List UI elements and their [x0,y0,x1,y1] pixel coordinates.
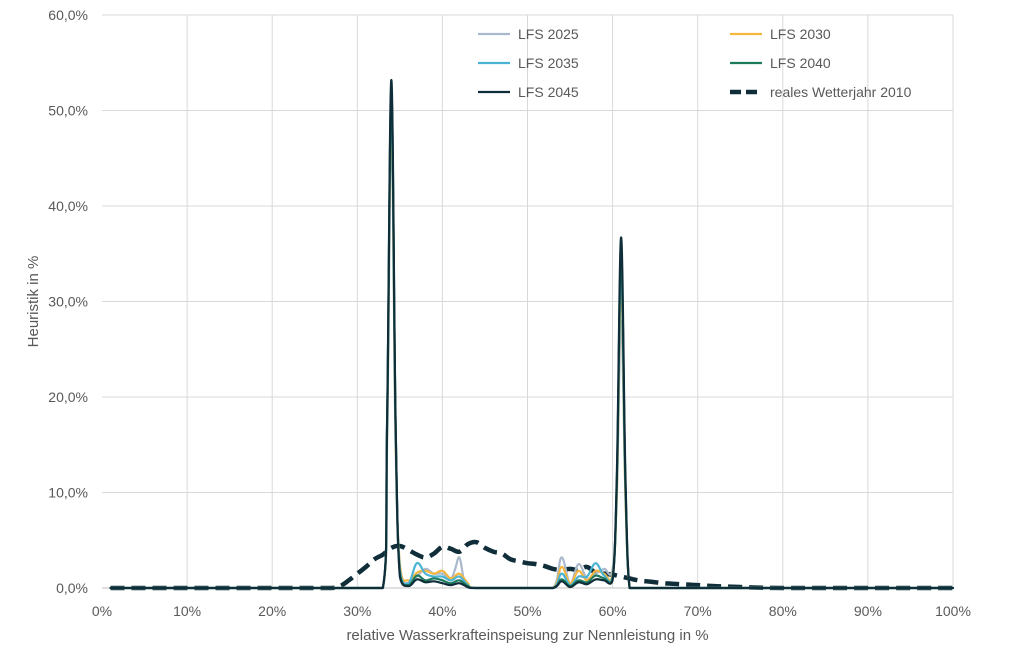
x-tick-label: 10% [173,603,201,619]
tick-labels: 0% 10% 20% 30% 40% 50% 60% 70% 80% 90% 100% 0,0% 10,… [48,7,971,619]
x-tick-label: 80% [769,603,797,619]
x-tick-label: 60% [599,603,627,619]
legend: LFS 2025 LFS 2030 LFS 2035 LFS 2040 LFS 2045… [478,26,912,100]
y-axis-title: Heuristik in % [25,256,42,348]
x-axis-title: relative Wasserkrafteinspeisung zur Nenn… [346,627,708,644]
legend-label-lfs-2045: LFS 2045 [518,84,579,100]
series-line-lfs-2035 [109,99,955,590]
series-line-lfs-2030 [109,109,955,590]
y-tick-label: 0,0% [56,580,88,596]
x-tick-label: 90% [854,603,882,619]
y-tick-label: 20,0% [48,389,88,405]
y-tick-label: 30,0% [48,294,88,310]
legend-label-lfs-2030: LFS 2030 [770,26,831,42]
y-tick-label: 40,0% [48,198,88,214]
series-line-lfs-2045 [109,78,955,590]
y-tick-label: 50,0% [48,103,88,119]
legend-label-lfs-2035: LFS 2035 [518,55,579,71]
series-line-lfs-2025 [109,128,955,590]
x-tick-label: 40% [428,603,456,619]
x-tick-label: 50% [513,603,541,619]
legend-label-lfs-2025: LFS 2025 [518,26,579,42]
x-tick-label: 100% [935,603,971,619]
legend-label-lfs-2040: LFS 2040 [770,55,831,71]
x-tick-label: 0% [92,603,112,619]
grid-lines [102,14,954,588]
series-line-lfs-2040 [109,90,955,590]
x-tick-label: 30% [343,603,371,619]
x-tick-label: 70% [684,603,712,619]
series-line-reales-wetterjahr-2010 [110,539,953,591]
legend-label-reales-wetterjahr-2010: reales Wetterjahr 2010 [770,84,912,100]
series-layer [109,78,955,591]
y-tick-label: 60,0% [48,7,88,23]
y-tick-label: 10,0% [48,485,88,501]
x-tick-label: 20% [258,603,286,619]
